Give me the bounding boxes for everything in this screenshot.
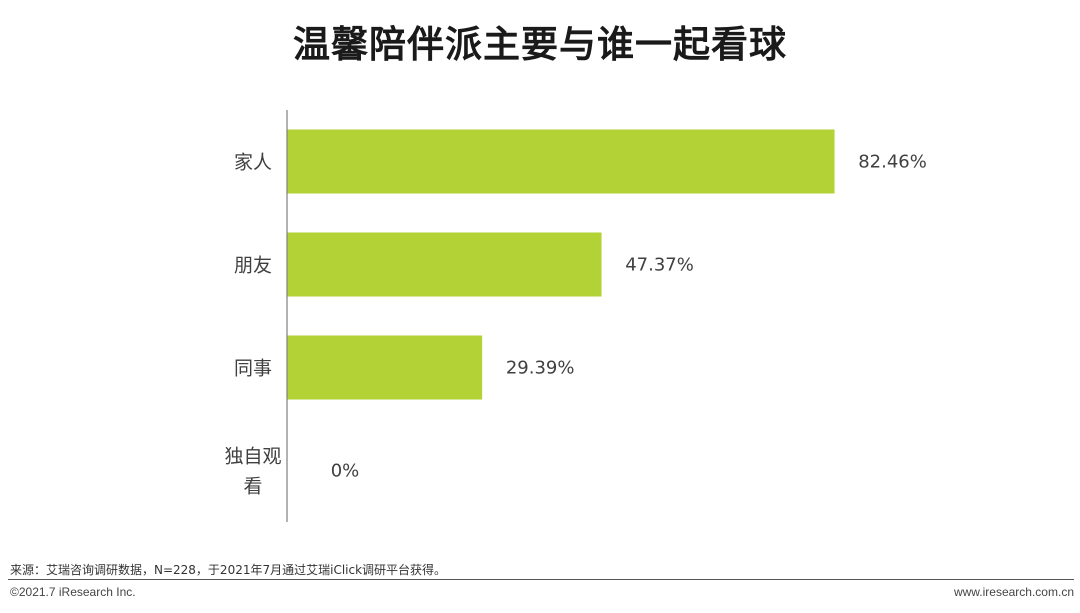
category-label-3-1: 看 (243, 476, 262, 498)
value-label-2: 29.39% (506, 358, 575, 379)
category-label-1: 朋友 (234, 255, 272, 277)
bar-2 (287, 335, 483, 400)
value-label-0: 82.46% (858, 152, 927, 173)
bar-1 (287, 232, 602, 297)
chart-title: 温馨陪伴派主要与谁一起看球 (293, 23, 787, 66)
category-label-0: 家人 (234, 152, 272, 174)
website-text: www.iresearch.com.cn (953, 585, 1074, 599)
bar-0 (287, 129, 835, 194)
value-label-3: 0% (331, 461, 360, 482)
footer-divider (8, 579, 1074, 580)
value-label-1: 47.37% (625, 255, 694, 276)
category-label-3-0: 独自观 (224, 446, 281, 468)
source-note: 来源：艾瑞咨询调研数据，N=228，于2021年7月通过艾瑞iClick调研平台… (10, 563, 447, 577)
copyright-text: ©2021.7 iResearch Inc. (10, 585, 136, 599)
category-label-2: 同事 (234, 358, 272, 380)
